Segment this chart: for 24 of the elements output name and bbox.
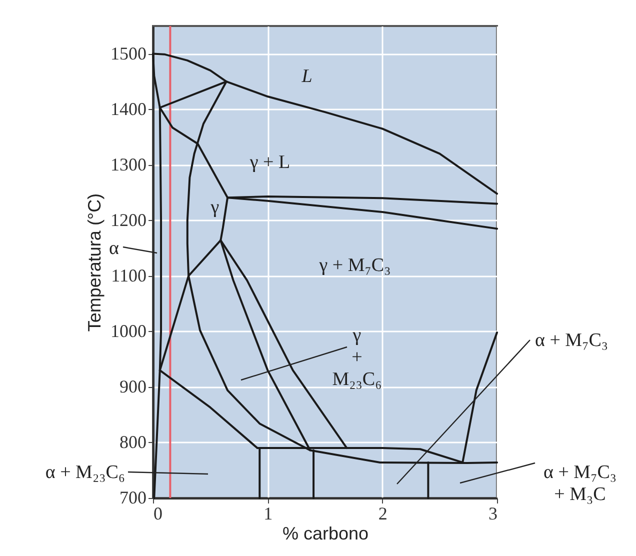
y-tick-label: 1500: [110, 43, 146, 64]
annotation: L: [300, 66, 312, 87]
text: α: [109, 238, 120, 259]
y-axis-title: Temperatura (°C): [84, 193, 104, 332]
text: α + M₂₃C₆: [45, 462, 125, 483]
y-tick-label: 1100: [111, 265, 146, 286]
y-tick-label: 900: [120, 376, 146, 396]
y-tick-label: 1300: [110, 154, 146, 174]
y-tick-label: 700: [120, 488, 146, 508]
y-tick-label: 1400: [110, 98, 146, 119]
text: α + M₇C₃ + M₃C: [544, 462, 616, 505]
x-axis-title: % carbono: [282, 524, 369, 544]
x-tick-label: 2: [378, 504, 388, 524]
y-tick-label: 800: [120, 432, 146, 452]
y-tick-label: 1200: [110, 210, 146, 230]
text: α + M₇C₃: [535, 330, 608, 351]
x-tick-label: 3: [488, 504, 498, 524]
x-tick-label: 0: [154, 504, 162, 524]
y-tick-label: 1000: [110, 320, 146, 341]
x-tick-label: 1: [264, 504, 273, 524]
annotation: γ + L: [248, 152, 290, 173]
annotation: γ + M₂₃C₆: [332, 325, 382, 390]
annotation: γ + M₇C₃: [318, 255, 391, 276]
annotation: γ: [210, 197, 220, 218]
